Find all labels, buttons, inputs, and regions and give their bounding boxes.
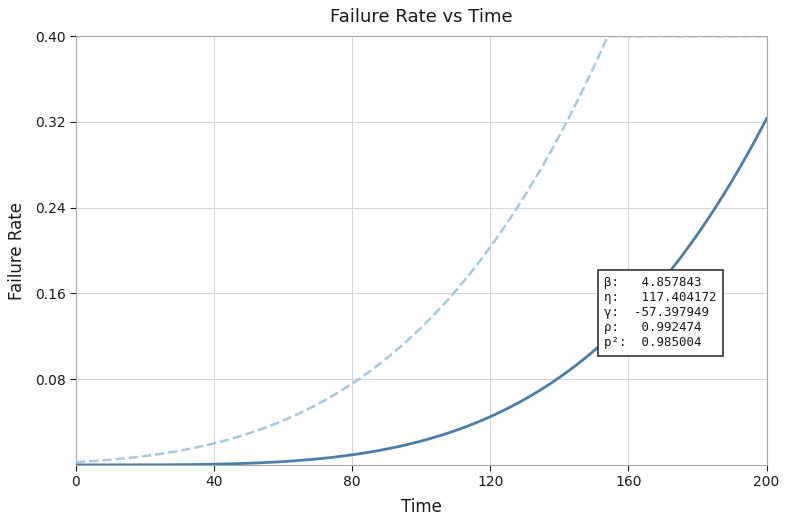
Title: Failure Rate vs Time: Failure Rate vs Time [330, 8, 512, 26]
Y-axis label: Failure Rate: Failure Rate [9, 202, 26, 300]
Text: β:   4.857843
η:   117.404172
γ:  -57.397949
ρ:   0.992474
p²:  0.985004: β: 4.857843 η: 117.404172 γ: -57.397949 … [604, 276, 717, 350]
X-axis label: Time: Time [401, 498, 442, 516]
